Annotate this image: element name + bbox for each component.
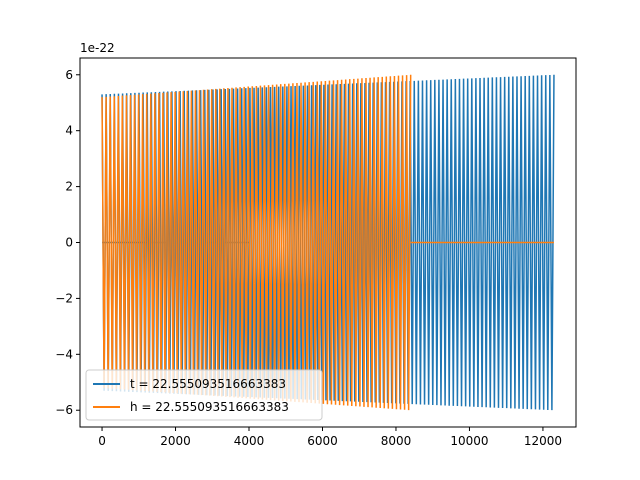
y-tick-label: 6: [65, 68, 73, 82]
legend: t = 22.555093516663383 h = 22.5550935166…: [85, 369, 323, 421]
y-tick-label: 0: [65, 236, 73, 250]
y-tick-label: −6: [55, 403, 73, 417]
y-tick-label: −4: [55, 347, 73, 361]
plot-area: [101, 74, 555, 411]
x-tick-label: 8000: [381, 434, 412, 448]
x-tick-label: 6000: [307, 434, 338, 448]
legend-label-h: h = 22.555093516663383: [130, 400, 289, 414]
y-tick-label: −2: [55, 291, 73, 305]
x-axis-ticks: 0 2000 4000 6000 8000 10000 12000: [98, 427, 562, 448]
y-tick-label: 4: [65, 124, 73, 138]
x-tick-label: 4000: [234, 434, 265, 448]
y-offset-label: 1e-22: [80, 41, 115, 55]
legend-box: [85, 369, 323, 421]
legend-label-t: t = 22.555093516663383: [130, 377, 286, 391]
series-line-1: [101, 74, 412, 411]
x-tick-label: 2000: [160, 434, 191, 448]
x-tick-label: 12000: [524, 434, 562, 448]
x-tick-label: 10000: [450, 434, 488, 448]
x-tick-label: 0: [98, 434, 106, 448]
y-tick-label: 2: [65, 180, 73, 194]
y-axis-ticks: −6 −4 −2 0 2 4 6: [55, 68, 80, 417]
